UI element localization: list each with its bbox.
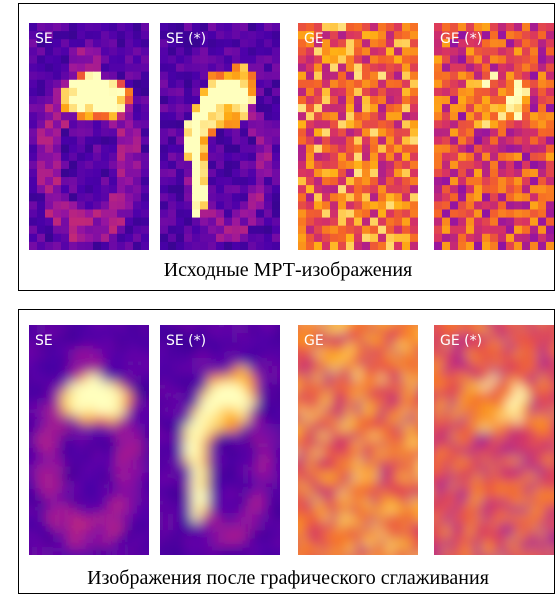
image-label: SE (*) (166, 31, 206, 47)
scan-image (418, 309, 558, 572)
image-label: SE (*) (166, 333, 206, 349)
caption: Исходные МРТ-изображения (164, 259, 413, 281)
image-label: GE (304, 31, 324, 47)
image-label: GE (304, 333, 324, 349)
image-label: SE (35, 333, 53, 349)
image-label: SE (35, 31, 53, 47)
caption: Изображения после графического сглаживан… (87, 567, 489, 589)
scan-image (418, 7, 558, 267)
image-label: GE (*) (440, 31, 482, 47)
image-label: GE (*) (440, 333, 482, 349)
